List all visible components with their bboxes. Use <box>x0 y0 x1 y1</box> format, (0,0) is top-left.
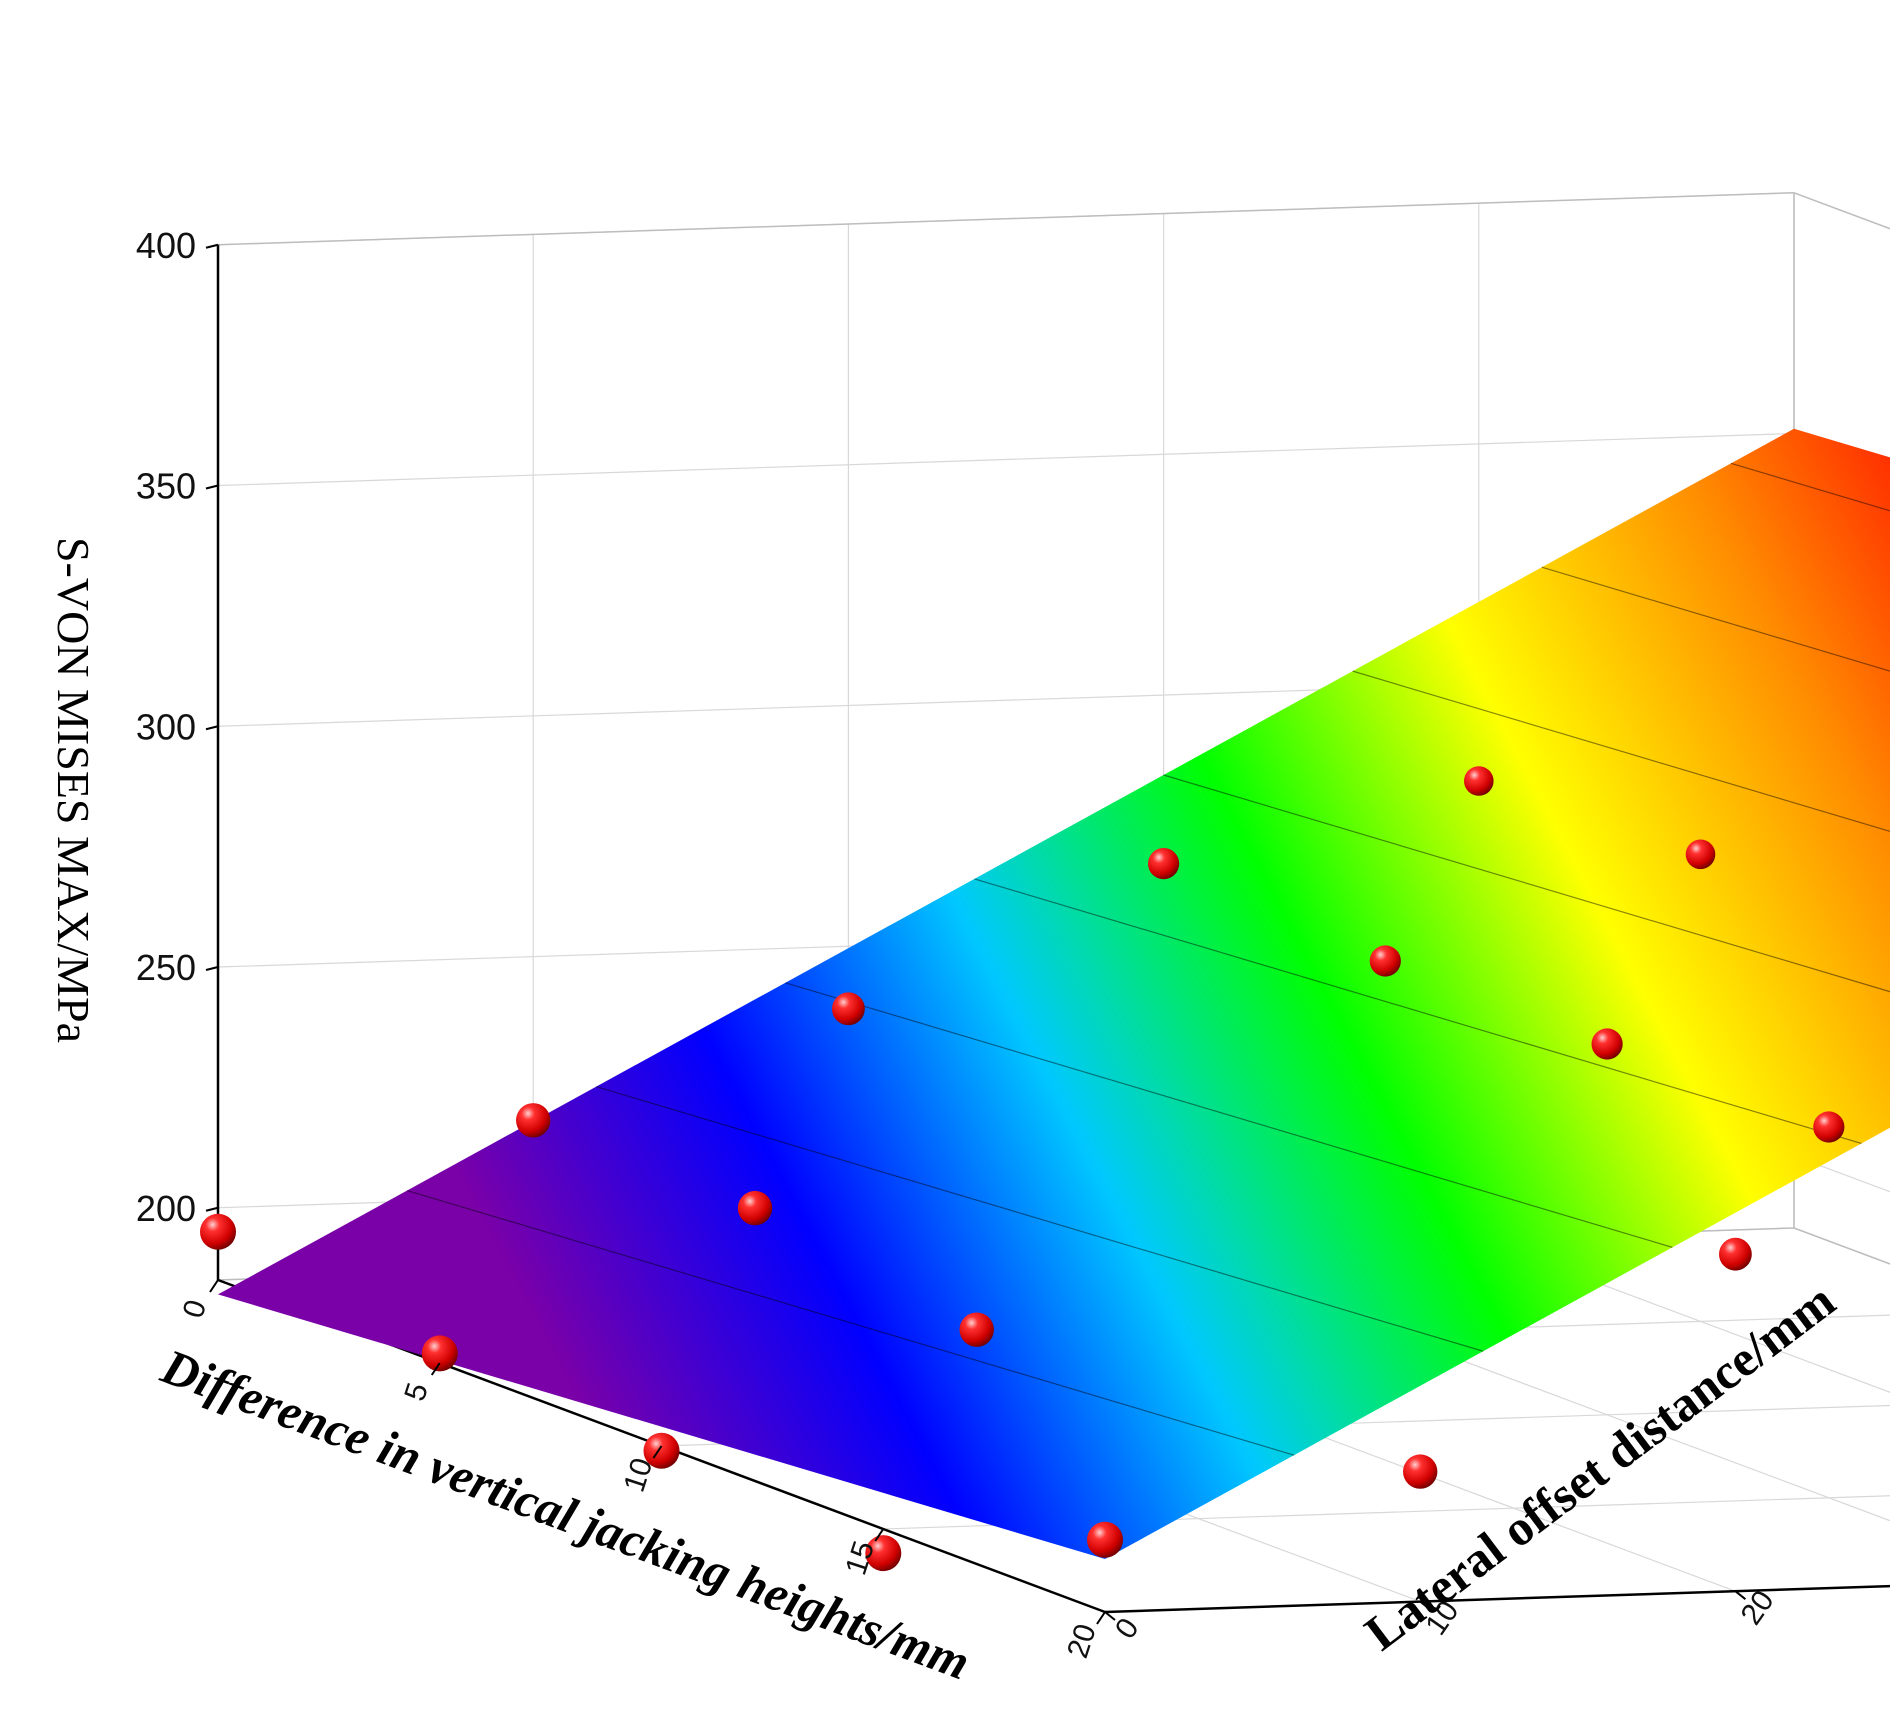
z-tick-label: 400 <box>136 225 196 266</box>
data-point <box>865 1535 902 1572</box>
data-point <box>421 1335 458 1372</box>
data-point <box>643 1432 680 1469</box>
data-point <box>1087 1521 1123 1558</box>
data-point <box>1403 1454 1438 1489</box>
box-edge <box>217 192 1795 246</box>
contour-line <box>1541 566 1890 672</box>
y-tick-mark <box>1104 1611 1116 1621</box>
grid-line <box>217 432 1795 487</box>
y-axis-line <box>1104 1584 1890 1614</box>
data-point <box>1148 848 1180 880</box>
contour-line <box>1730 462 1890 512</box>
grid-line <box>1478 1237 1890 1393</box>
data-point <box>1685 839 1716 870</box>
z-tick-mark <box>205 725 219 731</box>
points-layer <box>200 766 1845 1572</box>
data-point <box>1369 945 1401 977</box>
x-tick-label: 20 <box>1061 1620 1103 1662</box>
x-tick-mark <box>1096 1611 1106 1625</box>
data-point <box>1813 1111 1845 1143</box>
z-axis-title: S-VON MISES MAX/MPa <box>48 537 99 1043</box>
x-tick-mark <box>430 1362 441 1376</box>
contour-line <box>596 1086 1484 1352</box>
data-point <box>832 992 865 1026</box>
x-tick-mark <box>652 1445 663 1459</box>
contour-line <box>1352 670 1890 833</box>
data-point <box>1719 1237 1752 1271</box>
z-tick-label: 300 <box>136 706 196 747</box>
data-point <box>959 1312 994 1347</box>
y-tick-label: 0 <box>1109 1612 1146 1645</box>
z-tick-mark <box>205 484 219 490</box>
y-tick-mark <box>1419 1600 1431 1611</box>
contour-line <box>785 982 1673 1248</box>
data-point <box>200 1213 236 1250</box>
z-tick-mark <box>205 966 219 971</box>
x-tick-label: 0 <box>177 1296 214 1322</box>
z-tick-label: 350 <box>136 466 196 507</box>
z-tick-mark <box>205 1206 219 1212</box>
surface-plane <box>218 428 1890 1559</box>
z-tick-label: 250 <box>136 947 196 988</box>
z-tick-label: 200 <box>136 1188 196 1229</box>
contour-line <box>406 1189 1295 1456</box>
surface-layer <box>218 428 1890 1559</box>
x-tick-mark <box>874 1528 885 1542</box>
data-point <box>1464 766 1494 796</box>
data-point <box>737 1190 773 1226</box>
contour-line <box>974 878 1862 1145</box>
contour-line <box>1163 774 1890 993</box>
y-tick-mark <box>1734 1590 1747 1600</box>
x-tick-label: 5 <box>398 1379 435 1405</box>
z-tick-mark <box>205 243 219 249</box>
data-point <box>516 1103 551 1138</box>
x-tick-mark <box>209 1279 219 1293</box>
data-point <box>1591 1028 1623 1060</box>
